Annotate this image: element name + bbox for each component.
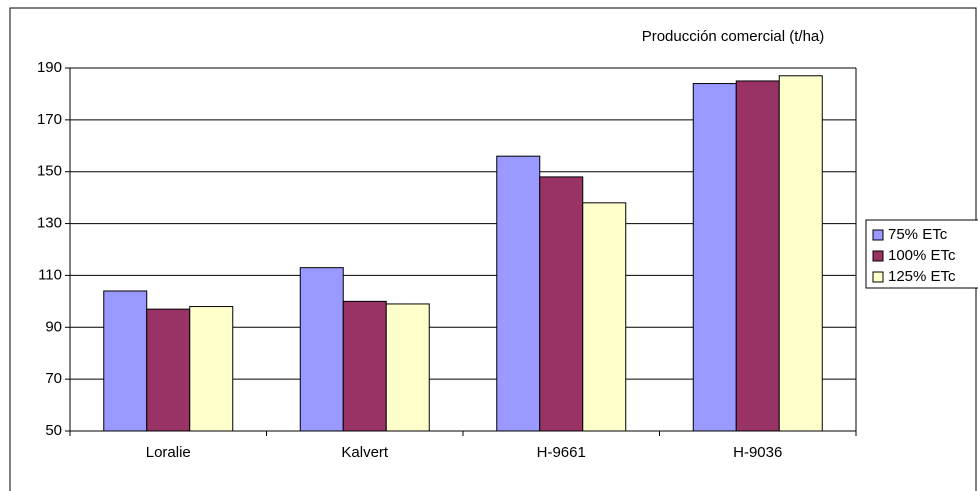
- bar: [692, 83, 737, 432]
- y-tick-label: 90: [45, 318, 62, 335]
- legend-box: [865, 219, 978, 289]
- legend-swatch: [872, 271, 884, 283]
- bar: [385, 303, 430, 432]
- bar: [735, 80, 780, 432]
- bar: [103, 290, 148, 432]
- x-tick-label: Loralie: [146, 444, 191, 461]
- bar: [496, 155, 541, 432]
- y-tick-label: 110: [38, 266, 62, 283]
- bar: [189, 306, 234, 432]
- bar: [539, 176, 584, 432]
- bar: [778, 75, 823, 432]
- legend-label: 100% ETc: [888, 247, 956, 264]
- y-tick-label: 190: [37, 59, 62, 76]
- x-tick-label: Kalvert: [341, 444, 389, 461]
- legend-label: 125% ETc: [888, 268, 956, 285]
- bar: [299, 267, 344, 432]
- x-tick-label: H-9036: [733, 444, 782, 461]
- legend-swatch: [872, 250, 884, 262]
- bar: [146, 308, 191, 432]
- y-tick-label: 170: [37, 111, 62, 128]
- bar: [582, 202, 627, 432]
- y-tick-label: 70: [45, 370, 62, 387]
- legend-swatch: [872, 229, 884, 241]
- y-tick-label: 130: [37, 215, 62, 232]
- legend-label: 75% ETc: [888, 226, 948, 243]
- x-tick-label: H-9661: [537, 444, 586, 461]
- chart-title: Producción comercial (t/ha): [642, 28, 825, 45]
- y-tick-label: 150: [37, 163, 62, 180]
- bar: [342, 300, 387, 432]
- y-tick-label: 50: [45, 422, 62, 439]
